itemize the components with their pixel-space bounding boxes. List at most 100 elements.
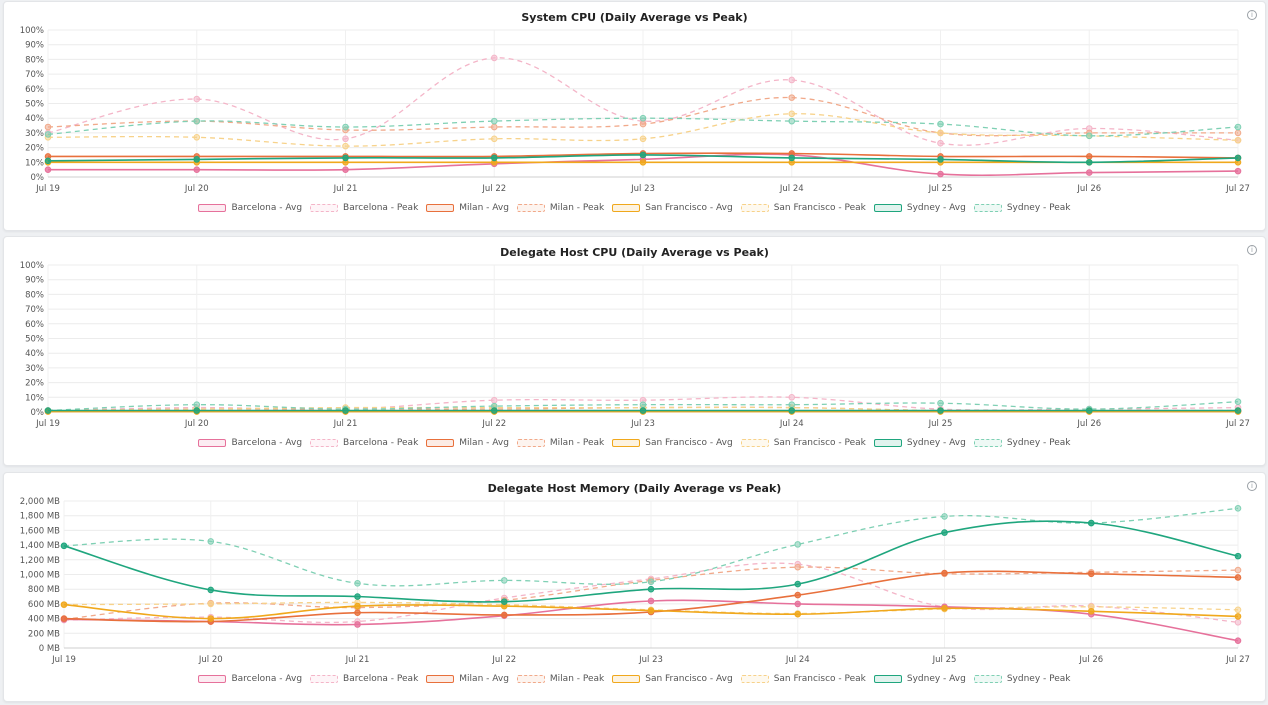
data-point[interactable] (207, 538, 215, 545)
data-point[interactable] (500, 577, 508, 584)
data-point[interactable] (342, 135, 349, 143)
data-point[interactable] (941, 605, 948, 612)
data-point[interactable] (941, 529, 948, 536)
data-point[interactable] (354, 580, 361, 587)
legend-item-barcelona-avg[interactable]: Barcelona - Avg (198, 438, 302, 448)
data-point[interactable] (342, 142, 349, 150)
data-point[interactable] (193, 95, 201, 103)
data-point[interactable] (490, 117, 498, 125)
data-point[interactable] (794, 591, 802, 599)
data-point[interactable] (639, 401, 647, 408)
data-point[interactable] (937, 120, 944, 128)
data-point[interactable] (1085, 169, 1093, 176)
data-point[interactable] (193, 401, 201, 408)
data-point[interactable] (44, 123, 52, 131)
legend-item-san-francisco-avg[interactable]: San Francisco - Avg (612, 674, 733, 684)
data-point[interactable] (1234, 574, 1242, 581)
legend-item-milan-avg[interactable]: Milan - Avg (426, 438, 509, 448)
legend-item-sydney-peak[interactable]: Sydney - Peak (973, 438, 1071, 448)
data-point[interactable] (1234, 167, 1242, 175)
data-point[interactable] (639, 114, 647, 122)
data-point[interactable] (788, 401, 796, 408)
data-point[interactable] (60, 615, 68, 622)
legend-item-barcelona-peak[interactable]: Barcelona - Peak (310, 438, 418, 448)
legend-item-barcelona-avg[interactable]: Barcelona - Avg (198, 203, 302, 213)
legend-item-milan-peak[interactable]: Milan - Peak (516, 674, 604, 684)
data-point[interactable] (342, 123, 349, 131)
legend-item-san-francisco-avg[interactable]: San Francisco - Avg (612, 438, 733, 448)
legend-item-sydney-avg[interactable]: Sydney - Avg (873, 438, 966, 448)
data-point[interactable] (1085, 153, 1093, 160)
data-point[interactable] (342, 166, 349, 173)
data-point[interactable] (794, 580, 802, 588)
data-point[interactable] (207, 615, 215, 622)
data-point[interactable] (941, 569, 948, 577)
data-point[interactable] (1085, 407, 1093, 414)
data-point[interactable] (490, 54, 498, 62)
legend-item-sydney-peak[interactable]: Sydney - Peak (973, 674, 1071, 684)
data-point[interactable] (647, 597, 655, 605)
data-point[interactable] (490, 154, 498, 162)
data-point[interactable] (937, 407, 944, 414)
data-point[interactable] (794, 610, 802, 618)
data-point[interactable] (647, 585, 655, 593)
data-point[interactable] (1234, 398, 1242, 406)
data-point[interactable] (193, 117, 201, 125)
data-point[interactable] (788, 394, 796, 401)
legend-item-milan-peak[interactable]: Milan - Peak (516, 203, 604, 213)
data-point[interactable] (794, 600, 802, 608)
data-point[interactable] (937, 399, 944, 407)
data-point[interactable] (1234, 154, 1242, 162)
legend-item-milan-avg[interactable]: Milan - Avg (426, 674, 509, 684)
data-point[interactable] (342, 154, 349, 162)
legend-item-barcelona-peak[interactable]: Barcelona - Peak (310, 203, 418, 213)
legend-item-milan-avg[interactable]: Milan - Avg (426, 203, 509, 213)
data-point[interactable] (1234, 505, 1242, 512)
data-point[interactable] (1085, 159, 1093, 166)
data-point[interactable] (500, 611, 508, 619)
data-point[interactable] (500, 598, 508, 605)
data-point[interactable] (1234, 618, 1242, 626)
data-point[interactable] (639, 159, 647, 166)
data-point[interactable] (490, 407, 498, 414)
legend-item-san-francisco-peak[interactable]: San Francisco - Peak (740, 674, 866, 684)
data-point[interactable] (490, 396, 498, 404)
data-point[interactable] (354, 602, 361, 610)
data-point[interactable] (788, 110, 796, 118)
data-point[interactable] (1234, 606, 1242, 614)
data-point[interactable] (788, 117, 796, 125)
data-point[interactable] (937, 129, 944, 137)
data-point[interactable] (193, 156, 201, 163)
data-point[interactable] (1234, 129, 1242, 137)
data-point[interactable] (44, 131, 52, 138)
data-point[interactable] (937, 139, 944, 147)
data-point[interactable] (1234, 407, 1242, 414)
data-point[interactable] (1234, 613, 1242, 620)
data-point[interactable] (788, 407, 796, 414)
data-point[interactable] (354, 593, 361, 600)
legend-item-milan-peak[interactable]: Milan - Peak (516, 438, 604, 448)
data-point[interactable] (937, 156, 944, 163)
data-point[interactable] (354, 621, 361, 628)
data-point[interactable] (60, 601, 68, 608)
data-point[interactable] (788, 94, 796, 101)
info-icon[interactable]: i (1247, 245, 1257, 255)
legend-item-sydney-avg[interactable]: Sydney - Avg (873, 674, 966, 684)
data-point[interactable] (193, 166, 201, 173)
data-point[interactable] (44, 157, 52, 165)
data-point[interactable] (788, 154, 796, 162)
data-point[interactable] (639, 407, 647, 414)
info-icon[interactable]: i (1247, 481, 1257, 491)
data-point[interactable] (354, 609, 361, 617)
data-point[interactable] (941, 513, 948, 520)
data-point[interactable] (342, 407, 349, 414)
data-point[interactable] (639, 135, 647, 143)
legend-item-san-francisco-peak[interactable]: San Francisco - Peak (740, 438, 866, 448)
data-point[interactable] (490, 123, 498, 131)
data-point[interactable] (788, 76, 796, 84)
legend-item-sydney-peak[interactable]: Sydney - Peak (973, 203, 1071, 213)
data-point[interactable] (193, 407, 201, 414)
data-point[interactable] (44, 407, 52, 414)
legend-item-barcelona-avg[interactable]: Barcelona - Avg (198, 674, 302, 684)
data-point[interactable] (1087, 607, 1095, 615)
